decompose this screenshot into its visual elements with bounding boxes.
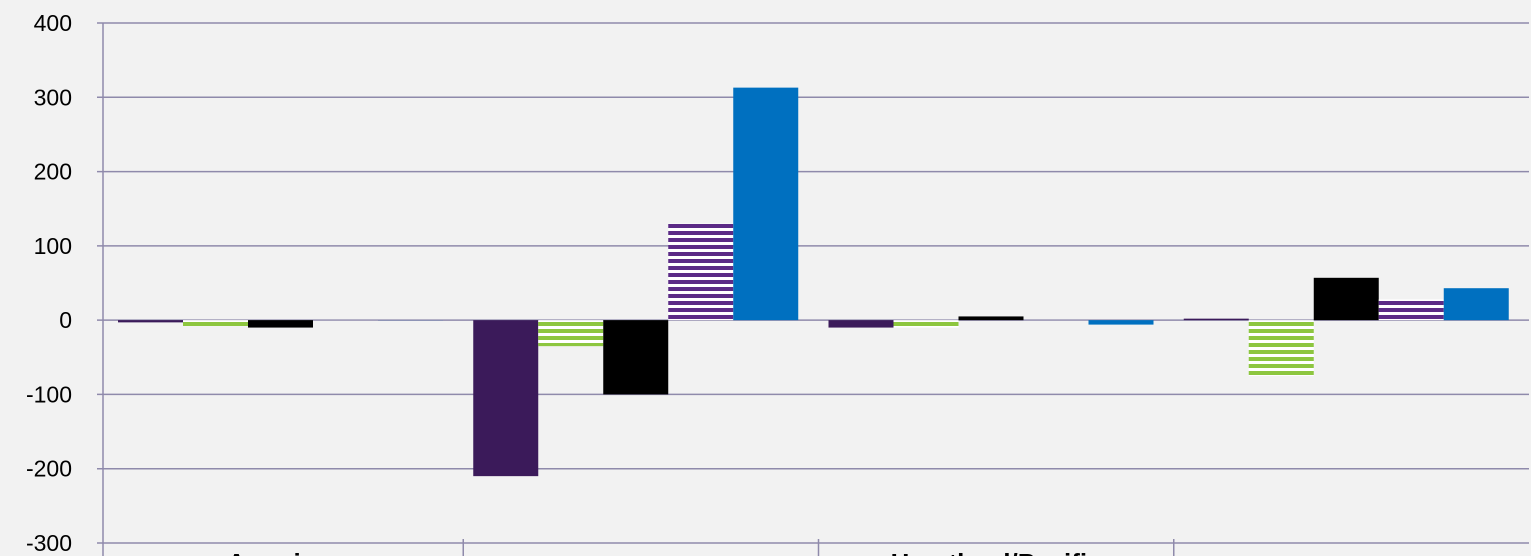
y-tick-labels: 400 300 200 100 0 -100 -200 -300 xyxy=(26,10,72,556)
bar xyxy=(473,320,539,477)
category-label: Heartland/Pacific xyxy=(891,548,1102,556)
y-tick-label: -300 xyxy=(26,530,72,556)
bar xyxy=(1443,288,1509,321)
bar xyxy=(733,87,799,321)
y-tick-label: 0 xyxy=(59,307,72,333)
bar xyxy=(668,223,734,321)
bar xyxy=(1248,320,1314,376)
y-tick-label: 300 xyxy=(34,84,72,110)
y-tick-label: 100 xyxy=(34,233,72,259)
category-label: Americas xyxy=(227,548,344,556)
category-labels: Americas Heartland/Pacific xyxy=(227,548,1102,556)
bar xyxy=(893,320,959,328)
bar xyxy=(1313,277,1379,321)
bar xyxy=(958,316,1024,321)
axes xyxy=(102,23,1175,556)
bars xyxy=(118,87,1509,477)
y-tick-label: 400 xyxy=(34,10,72,36)
bar xyxy=(183,320,248,327)
bar xyxy=(1088,320,1154,325)
y-tick-label: 200 xyxy=(34,159,72,185)
bar xyxy=(603,320,669,395)
bar xyxy=(828,320,894,328)
bar xyxy=(248,320,313,328)
bar xyxy=(538,320,604,347)
bar xyxy=(1378,299,1444,321)
y-tick-label: -200 xyxy=(26,456,72,482)
y-tick-label: -100 xyxy=(26,381,72,407)
bar xyxy=(118,320,183,323)
bar xyxy=(1183,318,1249,321)
